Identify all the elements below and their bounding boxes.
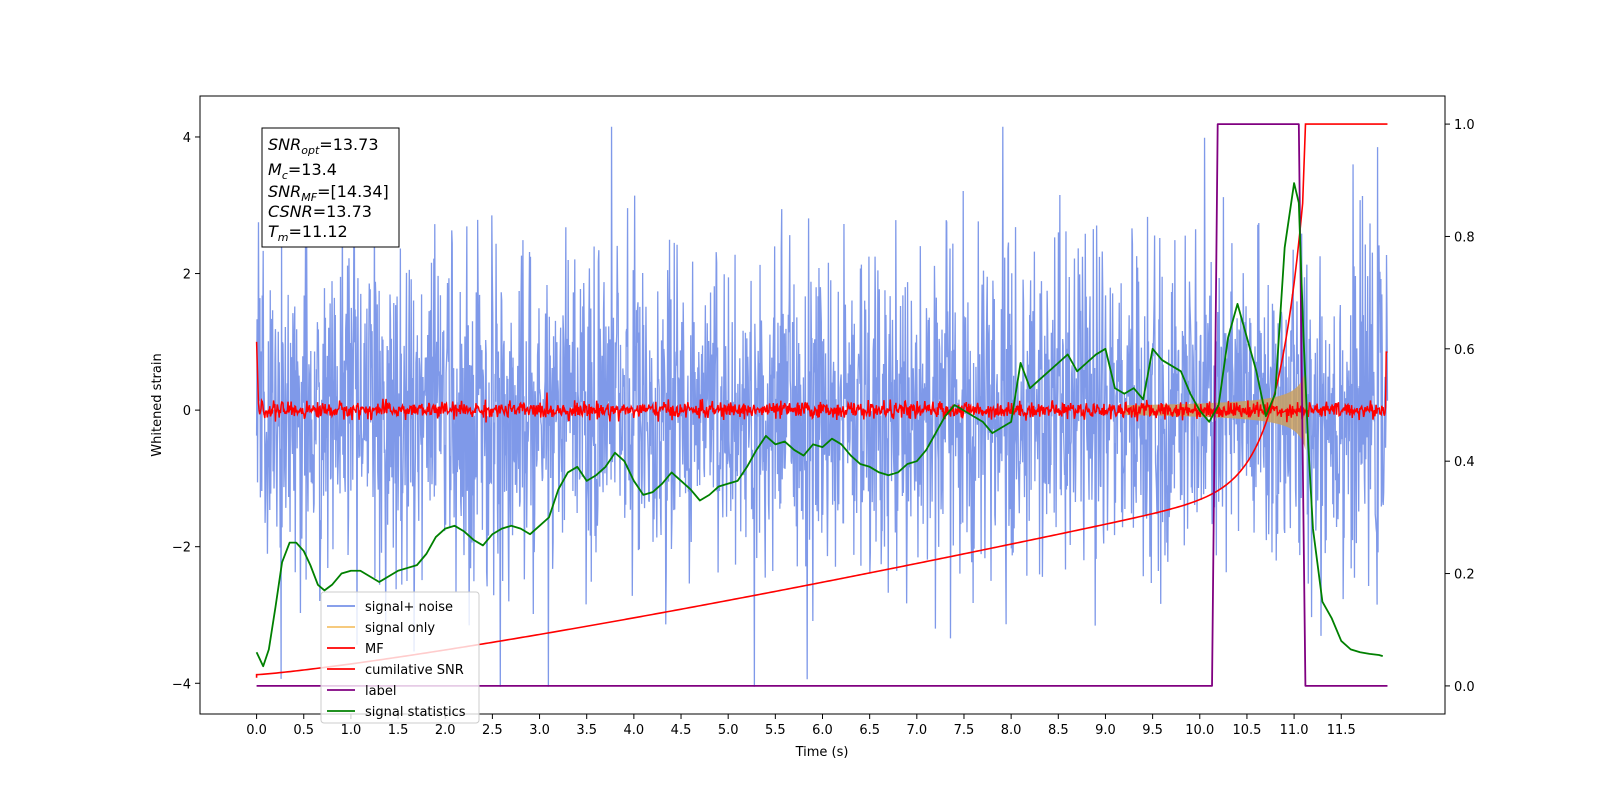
- legend: signal+ noise signal only MF cumilative SNR…: [320, 591, 480, 724]
- x-tick-label: 7.5: [954, 723, 975, 738]
- y2-tick-label: 0.6: [1454, 343, 1475, 358]
- legend-entries: signal+ noise signal only MF cumilative SNR…: [327, 600, 466, 720]
- axis-layer: 0.0 0.5 1.0 1.5 2.0 2.5 3.0 3.5 4.0 4.5 5.0 5.5 6.0 6…: [172, 118, 1475, 738]
- x-tick-label: 9.0: [1095, 723, 1116, 738]
- legend-frame: [320, 591, 480, 724]
- y2-tick-label: 1.0: [1454, 118, 1475, 133]
- annotation-snr-opt: SNRopt=13.73: [268, 135, 379, 157]
- annotation-box: SNRopt=13.73 Mc=13.4 SNRMF=[14.34] CSNR=…: [261, 127, 400, 248]
- series-signal-statistics: [255, 182, 1384, 668]
- x-tick-label: 8.5: [1048, 723, 1069, 738]
- annotation-snr-mf: SNRMF=[14.34]: [268, 182, 389, 204]
- x-tick-label: 8.0: [1001, 723, 1022, 738]
- legend-label: signal statistics: [365, 705, 466, 720]
- x-tick-label: 3.5: [576, 723, 597, 738]
- x-tick-label: 9.5: [1142, 723, 1163, 738]
- legend-label: signal+ noise: [365, 600, 453, 615]
- annotation-mc: Mc=13.4: [268, 160, 337, 182]
- x-tick-label: 3.0: [529, 723, 550, 738]
- x-tick-label: 4.0: [624, 723, 645, 738]
- legend-label: signal only: [365, 621, 435, 636]
- x-tick-label: 0.5: [293, 723, 314, 738]
- x-tick-label: 1.0: [341, 723, 362, 738]
- x-tick-label: 7.0: [906, 723, 927, 738]
- y-tick-label: −4: [172, 677, 191, 692]
- x-tick-label: 6.0: [812, 723, 833, 738]
- legend-label: MF: [365, 642, 384, 657]
- x-tick-label: 2.0: [435, 723, 456, 738]
- series-signal-noise: [255, 126, 1389, 687]
- y-tick-label: −2: [172, 541, 191, 556]
- x-tick-label: 2.5: [482, 723, 503, 738]
- y-axis-label: Whitened strain: [150, 353, 165, 456]
- x-axis-label: Time (s): [795, 745, 849, 760]
- x-tick-label: 0.0: [246, 723, 267, 738]
- x-tick-label: 6.5: [859, 723, 880, 738]
- legend-label: cumilative SNR: [365, 663, 464, 678]
- series-mf: [255, 341, 1388, 423]
- x-tick-label: 11.0: [1280, 723, 1309, 738]
- x-tick-label: 10.0: [1185, 723, 1214, 738]
- annotation-frame: [261, 127, 400, 248]
- y2-tick-label: 0.2: [1454, 568, 1475, 583]
- y-tick-label: 4: [183, 131, 191, 146]
- y-tick-label: 2: [183, 268, 191, 283]
- annotation-tm: Tm=11.12: [268, 222, 348, 244]
- y2-tick-label: 0.4: [1454, 455, 1475, 470]
- y2-tick-label: 0.0: [1454, 680, 1475, 695]
- x-tick-label: 5.5: [765, 723, 786, 738]
- x-tick-label: 10.5: [1232, 723, 1261, 738]
- x-tick-label: 11.5: [1327, 723, 1356, 738]
- series-label: [256, 123, 1388, 687]
- y-tick-label: 0: [183, 404, 191, 419]
- y2-tick-label: 0.8: [1454, 230, 1475, 245]
- x-tick-label: 5.0: [718, 723, 739, 738]
- x-tick-label: 4.5: [671, 723, 692, 738]
- x-tick-label: 1.5: [388, 723, 409, 738]
- annotation-csnr: CSNR=13.73: [268, 202, 372, 221]
- legend-label: label: [365, 684, 396, 699]
